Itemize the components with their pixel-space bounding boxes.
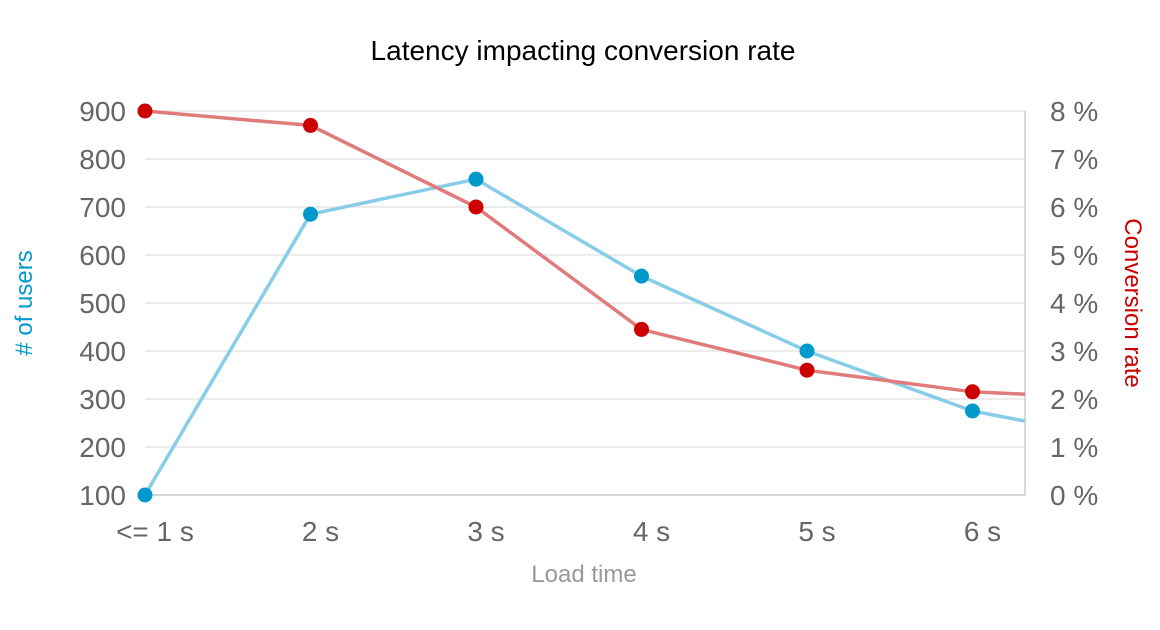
x-tick-label: 6 s [964, 516, 1001, 547]
x-axis-label: Load time [531, 561, 636, 588]
y-right-tick-label: 3 % [1050, 336, 1098, 367]
y-right-tick-label: 0 % [1050, 480, 1098, 511]
data-point-right [965, 384, 980, 400]
y-left-axis-label: # of users [11, 250, 38, 355]
data-point-right [303, 117, 318, 133]
x-tick-label: 4 s [633, 516, 670, 547]
data-point-left [634, 268, 649, 284]
data-point-left [137, 487, 153, 503]
y-left-tick-label: 100 [79, 480, 126, 511]
y-left-tick-label: 500 [79, 288, 126, 319]
y-left-tick-label: 200 [79, 432, 126, 463]
y-left-tick-label: 800 [79, 144, 126, 175]
y-left-tick-label: 900 [79, 96, 126, 127]
series-layer [137, 103, 1026, 503]
x-tick-label: 2 s [302, 516, 339, 547]
x-tick-label: 3 s [467, 516, 504, 547]
y-left-tick-label: 300 [79, 384, 126, 415]
y-left-tick-label: 400 [79, 336, 126, 367]
data-point-right [468, 199, 484, 215]
x-tick-label: 5 s [798, 516, 835, 547]
data-point-right [634, 321, 649, 337]
y-left-ticks: 100 200 300 400 500 600 700 800 900 [79, 96, 126, 511]
data-point-right [137, 103, 153, 119]
y-right-ticks: 0 % 1 % 2 % 3 % 4 % 5 % 6 % 7 % 8 % [1050, 96, 1098, 511]
data-point-left [303, 206, 318, 222]
axes-layer [145, 111, 1026, 496]
y-right-tick-label: 6 % [1050, 192, 1098, 223]
data-point-left [799, 343, 815, 359]
grid-layer [145, 110, 1025, 448]
y-left-tick-label: 700 [79, 192, 126, 223]
data-point-left [965, 403, 980, 419]
y-right-tick-label: 8 % [1050, 96, 1098, 127]
y-right-tick-label: 4 % [1050, 288, 1098, 319]
y-right-tick-label: 2 % [1050, 384, 1098, 415]
chart-title: Latency impacting conversion rate [371, 35, 796, 66]
data-point-left [468, 171, 484, 187]
y-right-tick-label: 5 % [1050, 240, 1098, 271]
data-point-right [799, 362, 815, 378]
y-right-tick-label: 7 % [1050, 144, 1098, 175]
y-right-axis-label: Conversion rate [1119, 218, 1146, 387]
x-tick-label: <= 1 s [116, 516, 194, 547]
y-left-tick-label: 600 [79, 240, 126, 271]
y-right-tick-label: 1 % [1050, 432, 1098, 463]
x-ticks: <= 1 s 2 s 3 s 4 s 5 s 6 s [116, 516, 1001, 547]
